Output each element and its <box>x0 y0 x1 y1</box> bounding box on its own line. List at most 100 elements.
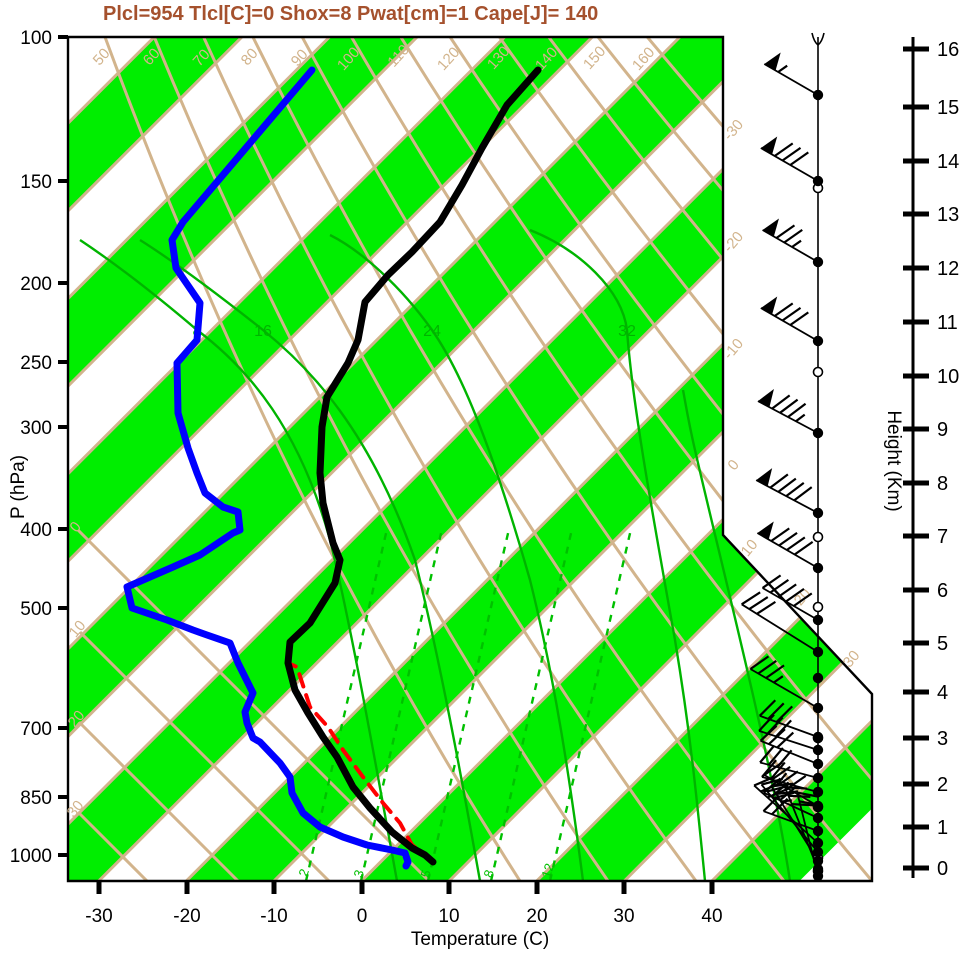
wind-barb-full <box>753 775 775 787</box>
mixing-ratio-line <box>489 528 574 881</box>
height-tick-label: 7 <box>937 526 948 548</box>
wind-barb-full <box>756 600 776 615</box>
wind-barb-full <box>771 765 791 781</box>
height-tick-label: 5 <box>937 633 948 655</box>
station-dot <box>812 427 824 439</box>
isotherm-line <box>68 37 243 881</box>
dry-adiabat-line <box>152 37 610 881</box>
station-dot <box>812 507 824 519</box>
moist-adiabat-line <box>139 238 482 881</box>
wind-barb-full <box>761 574 782 589</box>
wind-barb-full <box>785 587 805 603</box>
height-tick-label: 11 <box>937 312 958 334</box>
wind-barb-staff <box>741 603 819 653</box>
dry-adiabat-line <box>202 37 698 881</box>
height-tick-label: 12 <box>937 258 959 280</box>
temperature-tick-label: 30 <box>613 906 634 927</box>
wind-barb-full <box>758 714 775 732</box>
station-dot <box>812 562 824 574</box>
temperature-curve <box>284 66 542 866</box>
pressure-tick-label: 250 <box>20 353 52 374</box>
height-axis-title: Height (Km) <box>883 410 904 512</box>
shaded-band <box>68 37 593 881</box>
wind-barb-half <box>777 64 788 73</box>
temperature-tick-label: -30 <box>85 906 112 927</box>
wind-barb-full <box>776 731 795 749</box>
wind-barb-full <box>779 770 799 785</box>
shaded-band <box>536 37 872 881</box>
wind-barb-full <box>779 398 799 414</box>
wind-barb-full <box>789 151 809 166</box>
height-tick-label: 1 <box>937 817 948 839</box>
mixing-ratio-label: 3 <box>350 868 367 880</box>
wind-barb-full <box>769 473 789 489</box>
wind-barb-full <box>778 531 798 547</box>
station-dot <box>812 772 824 784</box>
height-tick-label: 13 <box>937 204 959 226</box>
wind-barb-full <box>759 744 776 764</box>
wind-barb-full <box>757 659 777 675</box>
wind-barb-half <box>773 675 784 684</box>
height-tick-label: 8 <box>937 473 948 495</box>
wind-barb-full <box>768 728 786 745</box>
pressure-tick-label: 400 <box>20 520 52 541</box>
wind-barb-full <box>766 784 789 793</box>
dry-adiabat-line <box>78 630 331 881</box>
wind-barb-full <box>769 578 790 594</box>
moist-adiabat-label: 32 <box>618 323 636 340</box>
dry-adiabat-line <box>350 37 872 881</box>
wind-barb-full <box>759 724 778 742</box>
wind-barb-full <box>784 786 808 790</box>
mixing-ratio-label: 2 <box>295 867 312 879</box>
wind-barb-full <box>774 142 794 157</box>
isotherm-line <box>710 37 872 881</box>
wind-barb-full <box>793 592 813 607</box>
wind-barb-full <box>787 402 807 418</box>
station-open-circle <box>812 366 824 378</box>
moist-adiabat-line <box>529 228 707 881</box>
wind-barb-full <box>767 702 785 720</box>
moist-adiabat-line <box>329 233 585 881</box>
wind-barb-full <box>775 705 793 723</box>
wind-barb-half <box>791 239 802 248</box>
height-tick-label: 6 <box>937 580 948 602</box>
station-dot <box>812 702 824 714</box>
dry-adiabat-line <box>103 37 522 881</box>
moist-adiabat-line <box>79 239 399 881</box>
isotherm-line <box>68 37 419 881</box>
wind-barb-staff <box>750 668 819 709</box>
station-open-circle <box>812 531 824 543</box>
dry-adiabat-line <box>77 720 240 881</box>
temperature-axis-title: Temperature (C) <box>410 929 550 950</box>
station-open-circle <box>812 601 824 613</box>
wind-barb-full <box>777 583 797 598</box>
station-dot <box>812 855 824 867</box>
temperature-tick-label: 40 <box>701 906 722 927</box>
wind-barb-full <box>770 527 790 542</box>
wind-barb-flag <box>764 52 781 71</box>
station-dot <box>812 672 824 684</box>
plot-border <box>66 35 874 883</box>
mixing-ratio-line <box>548 528 633 881</box>
wind-barb-full <box>793 540 814 556</box>
wind-barb-full <box>771 782 794 788</box>
wind-barb-full <box>741 591 761 606</box>
pressure-tick-label: 850 <box>20 788 52 809</box>
height-tick-label: 3 <box>937 728 948 750</box>
wind-barb-full <box>783 228 803 244</box>
isotherm-label: 30 <box>840 647 864 671</box>
isotherm-line <box>68 37 506 881</box>
pressure-tick-label: 300 <box>20 418 52 439</box>
wind-barb-column <box>741 32 825 882</box>
station-dot <box>812 646 824 658</box>
wind-barb-full <box>775 224 796 239</box>
station-dot <box>812 825 824 837</box>
station-dot <box>812 846 824 858</box>
wind-barb-half <box>795 413 806 423</box>
wind-barb-full <box>763 761 783 776</box>
wind-barb-flag <box>757 389 774 408</box>
sounding-curves <box>123 66 542 870</box>
shaded-band <box>68 37 418 881</box>
temperature-tick-label: -20 <box>173 906 200 927</box>
